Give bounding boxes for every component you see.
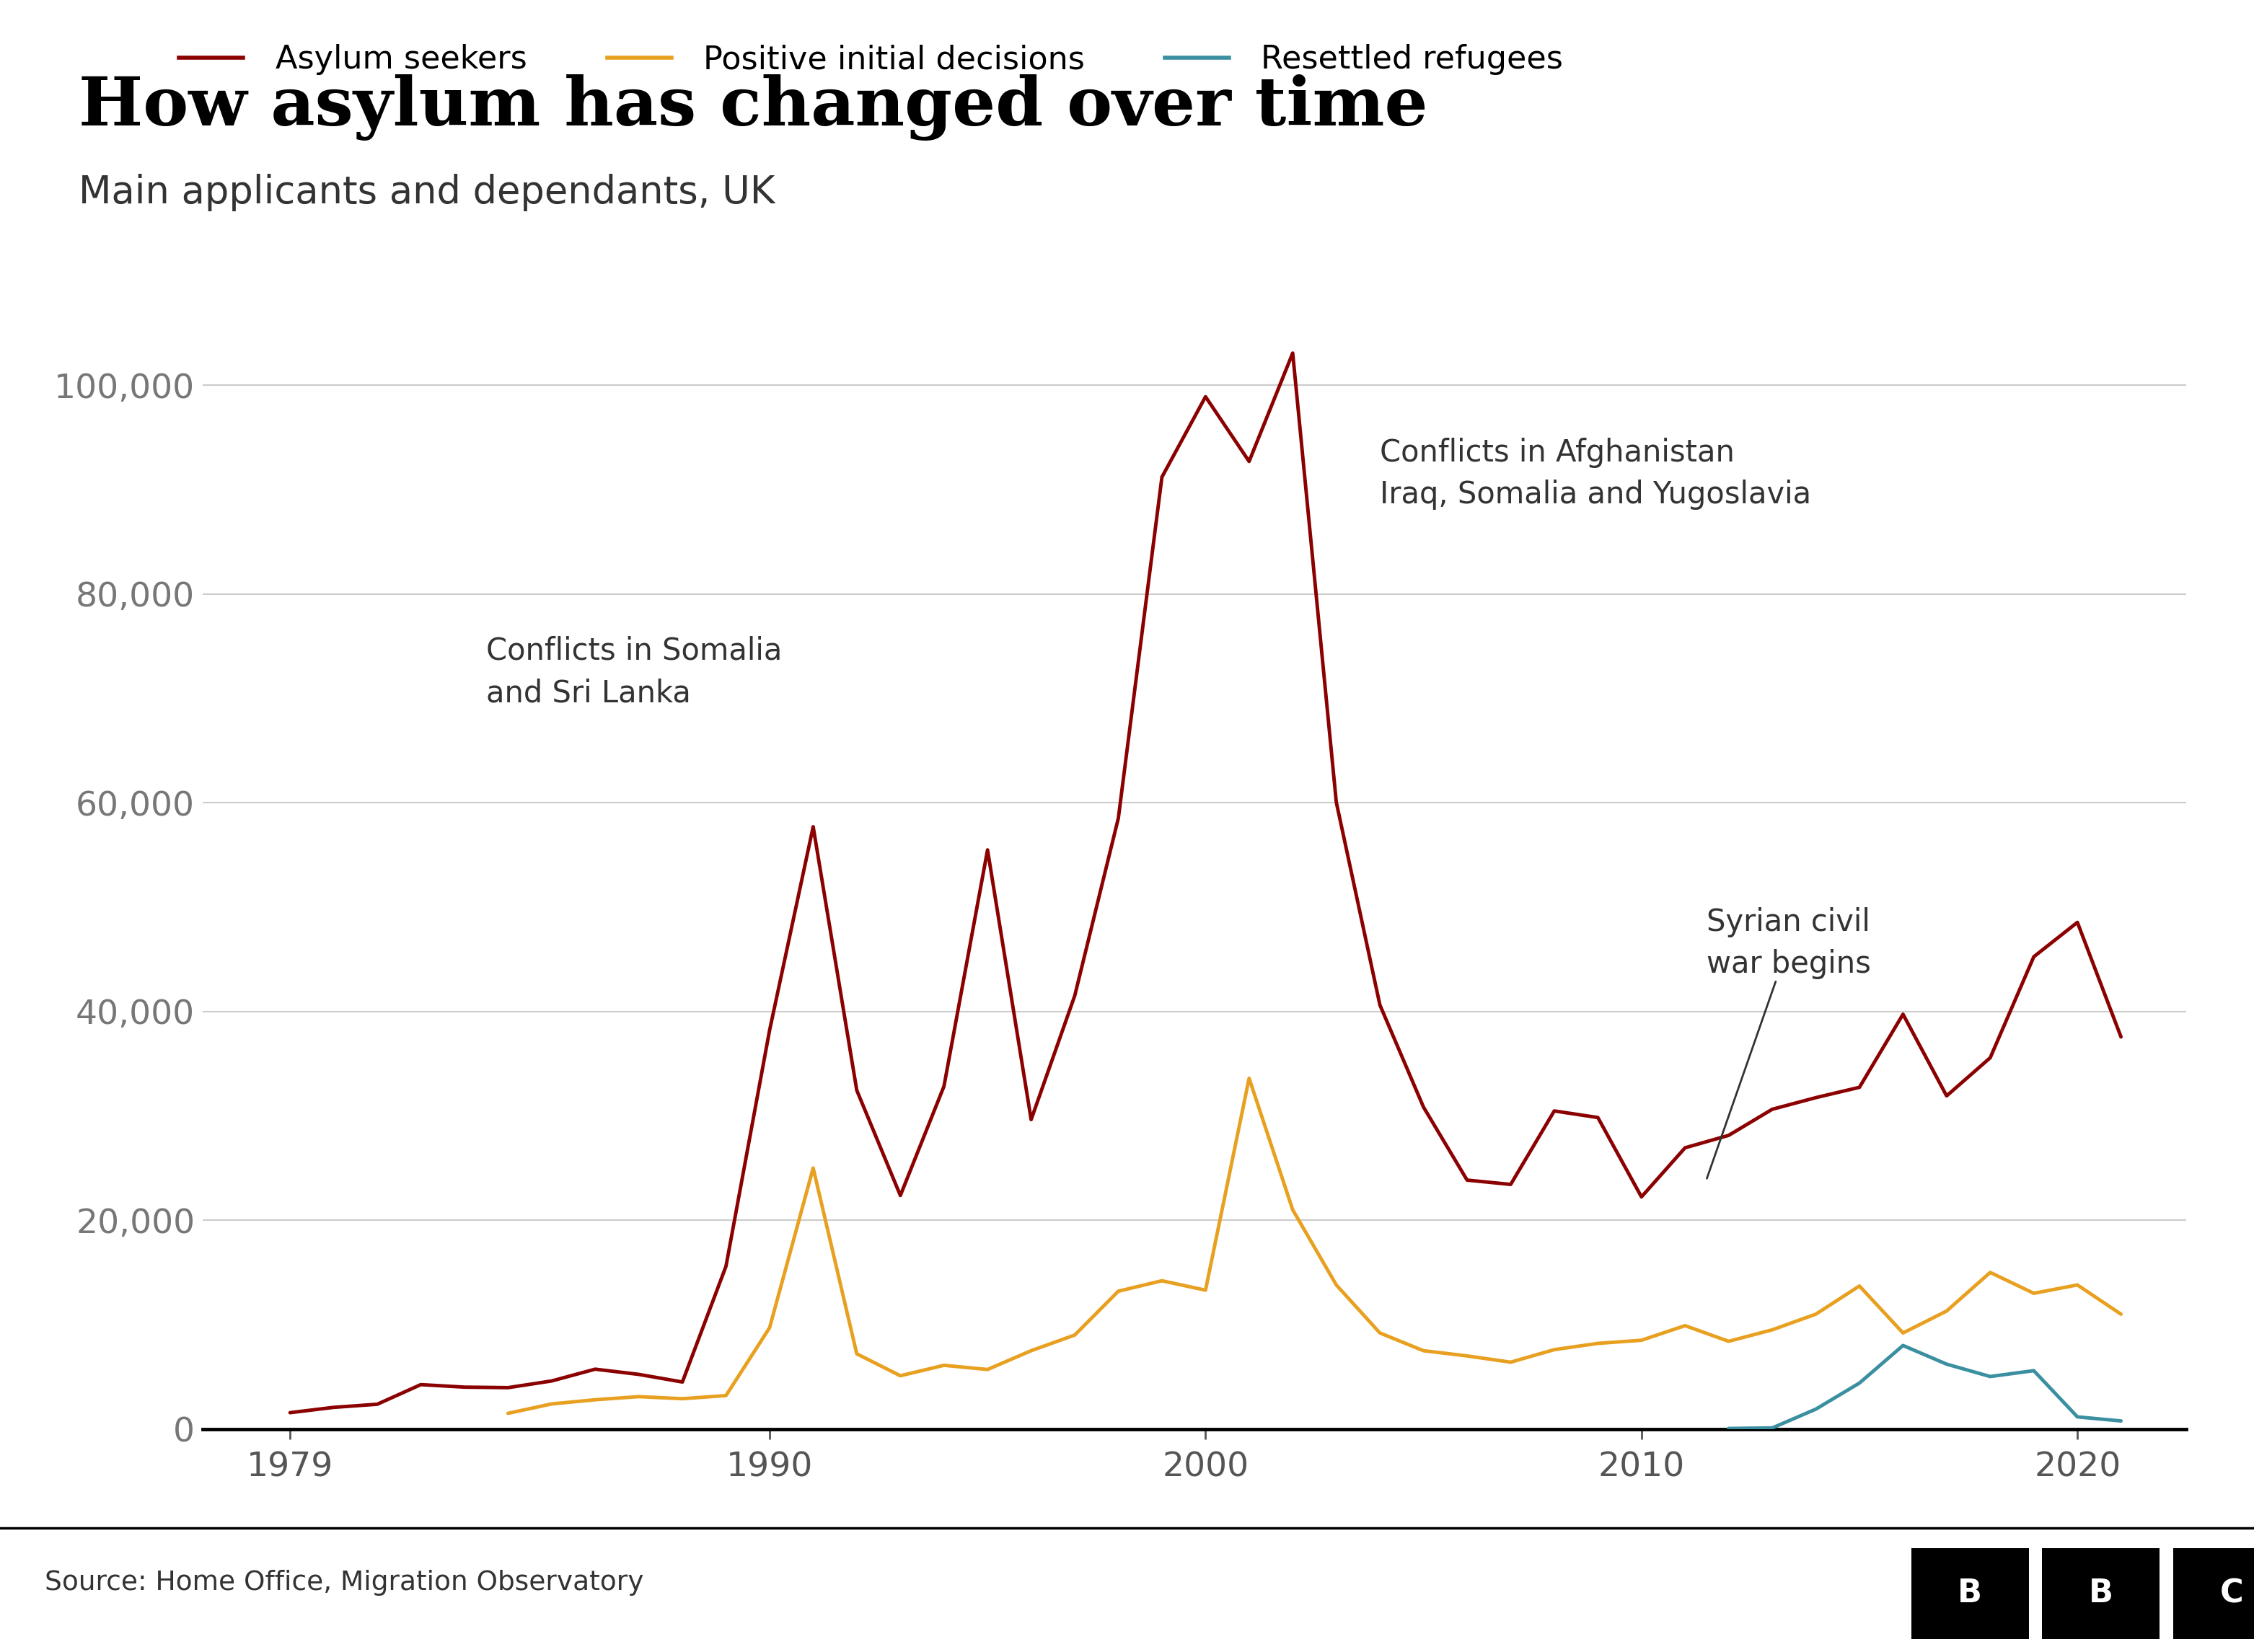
Text: Conflicts in Somalia
and Sri Lanka: Conflicts in Somalia and Sri Lanka	[487, 636, 782, 709]
Text: Main applicants and dependants, UK: Main applicants and dependants, UK	[79, 173, 775, 211]
Text: B: B	[1959, 1578, 1981, 1609]
Text: Syrian civil
war begins: Syrian civil war begins	[1706, 907, 1871, 1178]
Text: C: C	[2220, 1578, 2243, 1609]
Text: How asylum has changed over time: How asylum has changed over time	[79, 74, 1429, 140]
Legend: Asylum seekers, Positive initial decisions, Resettled refugees: Asylum seekers, Positive initial decisio…	[180, 45, 1564, 76]
Text: Conflicts in Afghanistan
Iraq, Somalia and Yugoslavia: Conflicts in Afghanistan Iraq, Somalia a…	[1379, 438, 1812, 510]
Text: B: B	[2089, 1578, 2112, 1609]
Text: Source: Home Office, Migration Observatory: Source: Home Office, Migration Observato…	[45, 1569, 645, 1596]
